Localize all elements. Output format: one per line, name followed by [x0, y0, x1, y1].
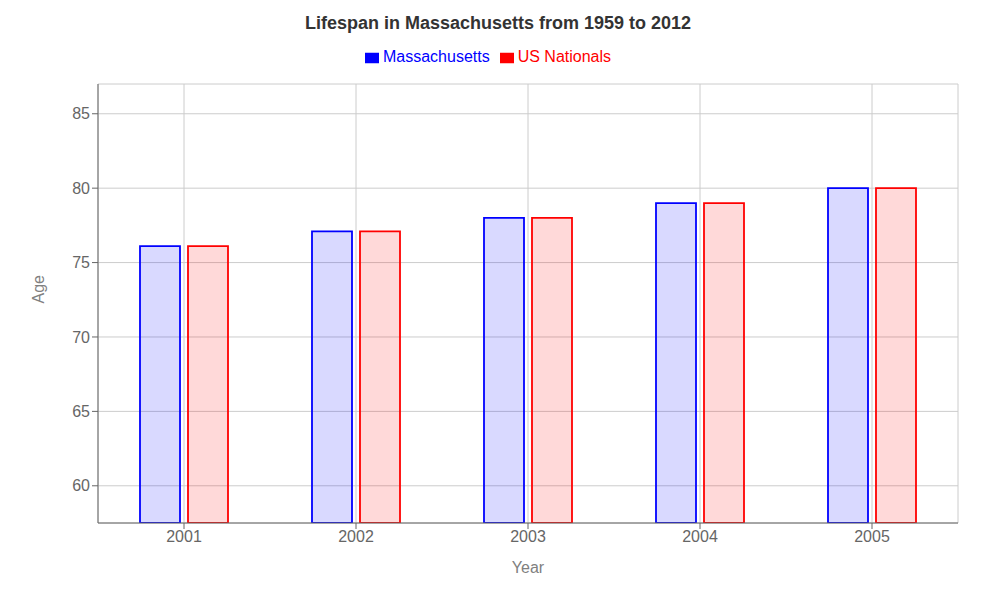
svg-text:2005: 2005: [854, 528, 890, 545]
svg-text:60: 60: [72, 477, 90, 494]
svg-text:2002: 2002: [338, 528, 374, 545]
svg-text:2003: 2003: [510, 528, 546, 545]
html-text:Massachusetts: Massachusetts: [383, 48, 490, 65]
svg-text:2004: 2004: [682, 528, 718, 545]
svg-text:65: 65: [72, 403, 90, 420]
svg-text:75: 75: [72, 254, 90, 271]
svg-text:2001: 2001: [166, 528, 202, 545]
svg-text:85: 85: [72, 105, 90, 122]
svg-text:80: 80: [72, 180, 90, 197]
svg-text:Year: Year: [512, 559, 545, 576]
svg-text:70: 70: [72, 329, 90, 346]
html-text:US Nationals: US Nationals: [517, 48, 611, 65]
svg-text:Age: Age: [30, 275, 47, 304]
html-text:Lifespan in Massachusetts from: Lifespan in Massachusetts from 1959 to 2…: [304, 13, 692, 33]
